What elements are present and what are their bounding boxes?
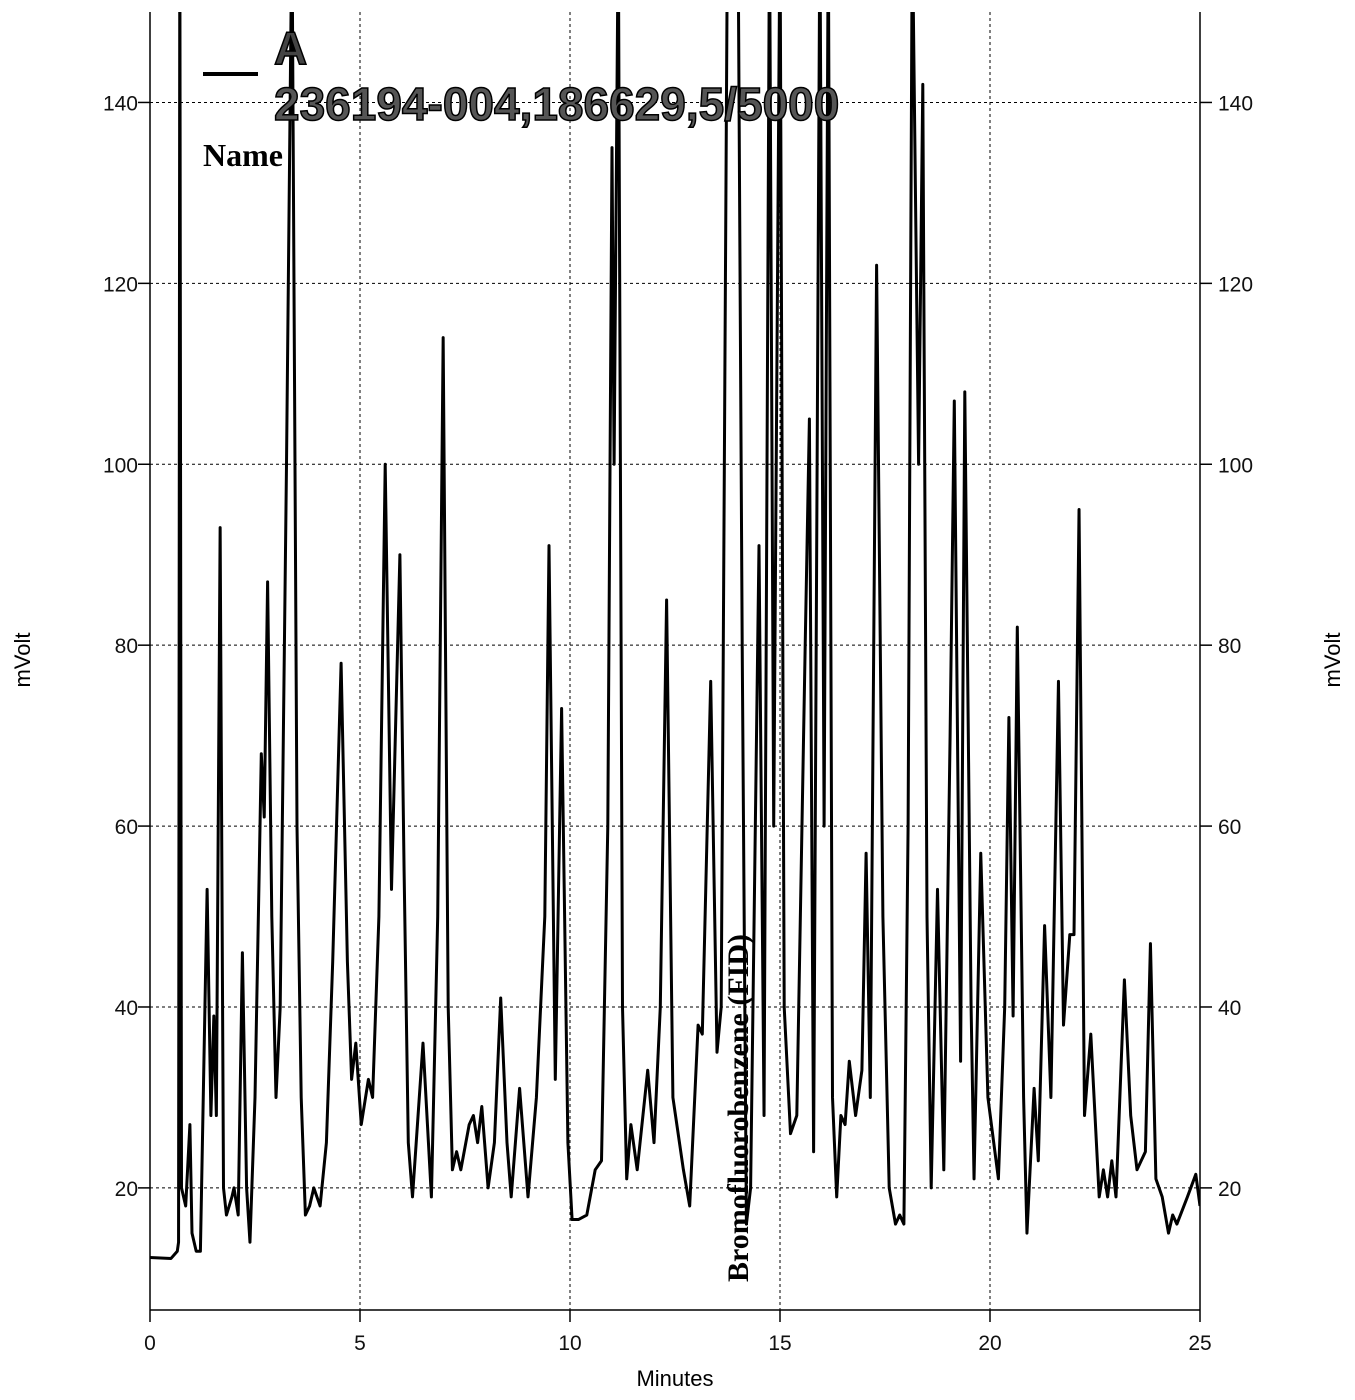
y-tick-label: 120 xyxy=(103,273,138,296)
axes xyxy=(149,12,1201,1311)
y2-tick-label: 100 xyxy=(1218,454,1253,477)
y-tick-label: 140 xyxy=(103,92,138,115)
y2-tick-label: 40 xyxy=(1218,997,1241,1020)
x-tick-label: 10 xyxy=(558,1332,581,1355)
x-tick-label: 25 xyxy=(1188,1332,1211,1355)
y2-tick-label: 120 xyxy=(1218,273,1253,296)
x-tick-label: 5 xyxy=(354,1332,366,1355)
x-tick-label: 20 xyxy=(978,1332,1001,1355)
y2-tick-label: 60 xyxy=(1218,816,1241,839)
y-tick-label: 60 xyxy=(115,816,138,839)
y-axis-label: mVolt xyxy=(10,632,35,687)
trace-line xyxy=(150,12,1200,1260)
y2-axis-label: mVolt xyxy=(1320,632,1345,687)
y2-tick-label: 140 xyxy=(1218,92,1253,115)
x-axis-label: Minutes xyxy=(636,1366,713,1391)
y-tick-label: 80 xyxy=(115,635,138,658)
trace-group xyxy=(150,12,1200,1260)
y-tick-label: 20 xyxy=(115,1178,138,1201)
legend-label: A xyxy=(274,22,307,74)
y-tick-label: 40 xyxy=(115,997,138,1020)
legend-title: Name xyxy=(203,137,283,173)
x-tick-label: 0 xyxy=(144,1332,156,1355)
y-tick-label: 100 xyxy=(103,454,138,477)
chart-title: 236194-004,186629,5/5000 xyxy=(274,78,839,130)
y2-tick-label: 80 xyxy=(1218,635,1241,658)
x-tick-label: 15 xyxy=(768,1332,791,1355)
peak-annotation: Bromofluorobenzene (FID) xyxy=(722,934,755,1282)
y2-tick-label: 20 xyxy=(1218,1178,1241,1201)
